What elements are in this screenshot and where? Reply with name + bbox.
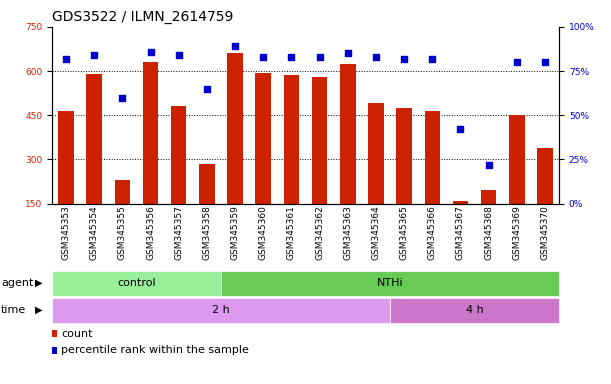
Text: GDS3522 / ILMN_2614759: GDS3522 / ILMN_2614759	[52, 10, 233, 25]
Point	[484, 162, 494, 168]
Text: GSM345355: GSM345355	[118, 205, 127, 260]
Bar	[425, 111, 440, 248]
Bar	[340, 64, 356, 248]
Text: GSM345363: GSM345363	[343, 205, 353, 260]
Text: GSM345360: GSM345360	[258, 205, 268, 260]
Text: GSM345365: GSM345365	[400, 205, 409, 260]
Point	[258, 54, 268, 60]
Point	[174, 52, 184, 58]
Point	[456, 126, 466, 132]
Point	[428, 56, 437, 62]
Point	[145, 48, 155, 55]
Text: GSM345361: GSM345361	[287, 205, 296, 260]
Text: 2 h: 2 h	[212, 305, 230, 315]
Bar	[397, 108, 412, 248]
Point	[315, 54, 324, 60]
Point	[343, 50, 353, 56]
Text: GSM345354: GSM345354	[90, 205, 99, 260]
Text: time: time	[1, 305, 26, 315]
Text: NTHi: NTHi	[377, 278, 403, 288]
Bar	[58, 111, 74, 248]
Point	[117, 94, 127, 101]
Point	[202, 86, 212, 92]
Point	[540, 59, 550, 65]
Bar	[509, 115, 525, 248]
Text: ▶: ▶	[35, 305, 43, 315]
Bar	[227, 53, 243, 248]
Text: GSM345369: GSM345369	[512, 205, 521, 260]
Point	[512, 59, 522, 65]
Bar	[171, 106, 186, 248]
Text: GSM345358: GSM345358	[202, 205, 211, 260]
Bar	[537, 147, 553, 248]
Text: GSM345353: GSM345353	[62, 205, 70, 260]
Bar	[312, 77, 327, 248]
Text: GSM345366: GSM345366	[428, 205, 437, 260]
Text: count: count	[62, 329, 93, 339]
Text: ▶: ▶	[35, 278, 43, 288]
Text: GSM345364: GSM345364	[371, 205, 381, 260]
Text: GSM345367: GSM345367	[456, 205, 465, 260]
Text: GSM345370: GSM345370	[541, 205, 549, 260]
Bar	[453, 200, 468, 248]
Point	[371, 54, 381, 60]
Bar	[86, 74, 102, 248]
Point	[89, 52, 99, 58]
Text: GSM345356: GSM345356	[146, 205, 155, 260]
Text: GSM345357: GSM345357	[174, 205, 183, 260]
Bar	[255, 73, 271, 248]
Text: 4 h: 4 h	[466, 305, 483, 315]
Text: GSM345362: GSM345362	[315, 205, 324, 260]
Text: control: control	[117, 278, 156, 288]
Point	[399, 56, 409, 62]
Text: GSM345359: GSM345359	[230, 205, 240, 260]
Bar	[284, 76, 299, 248]
Bar	[115, 180, 130, 248]
Text: agent: agent	[1, 278, 34, 288]
Bar	[368, 103, 384, 248]
Point	[230, 43, 240, 50]
Point	[287, 54, 296, 60]
Bar	[481, 190, 496, 248]
Text: percentile rank within the sample: percentile rank within the sample	[62, 345, 249, 355]
Bar	[199, 164, 214, 248]
Bar	[143, 62, 158, 248]
Point	[61, 56, 71, 62]
Text: GSM345368: GSM345368	[484, 205, 493, 260]
